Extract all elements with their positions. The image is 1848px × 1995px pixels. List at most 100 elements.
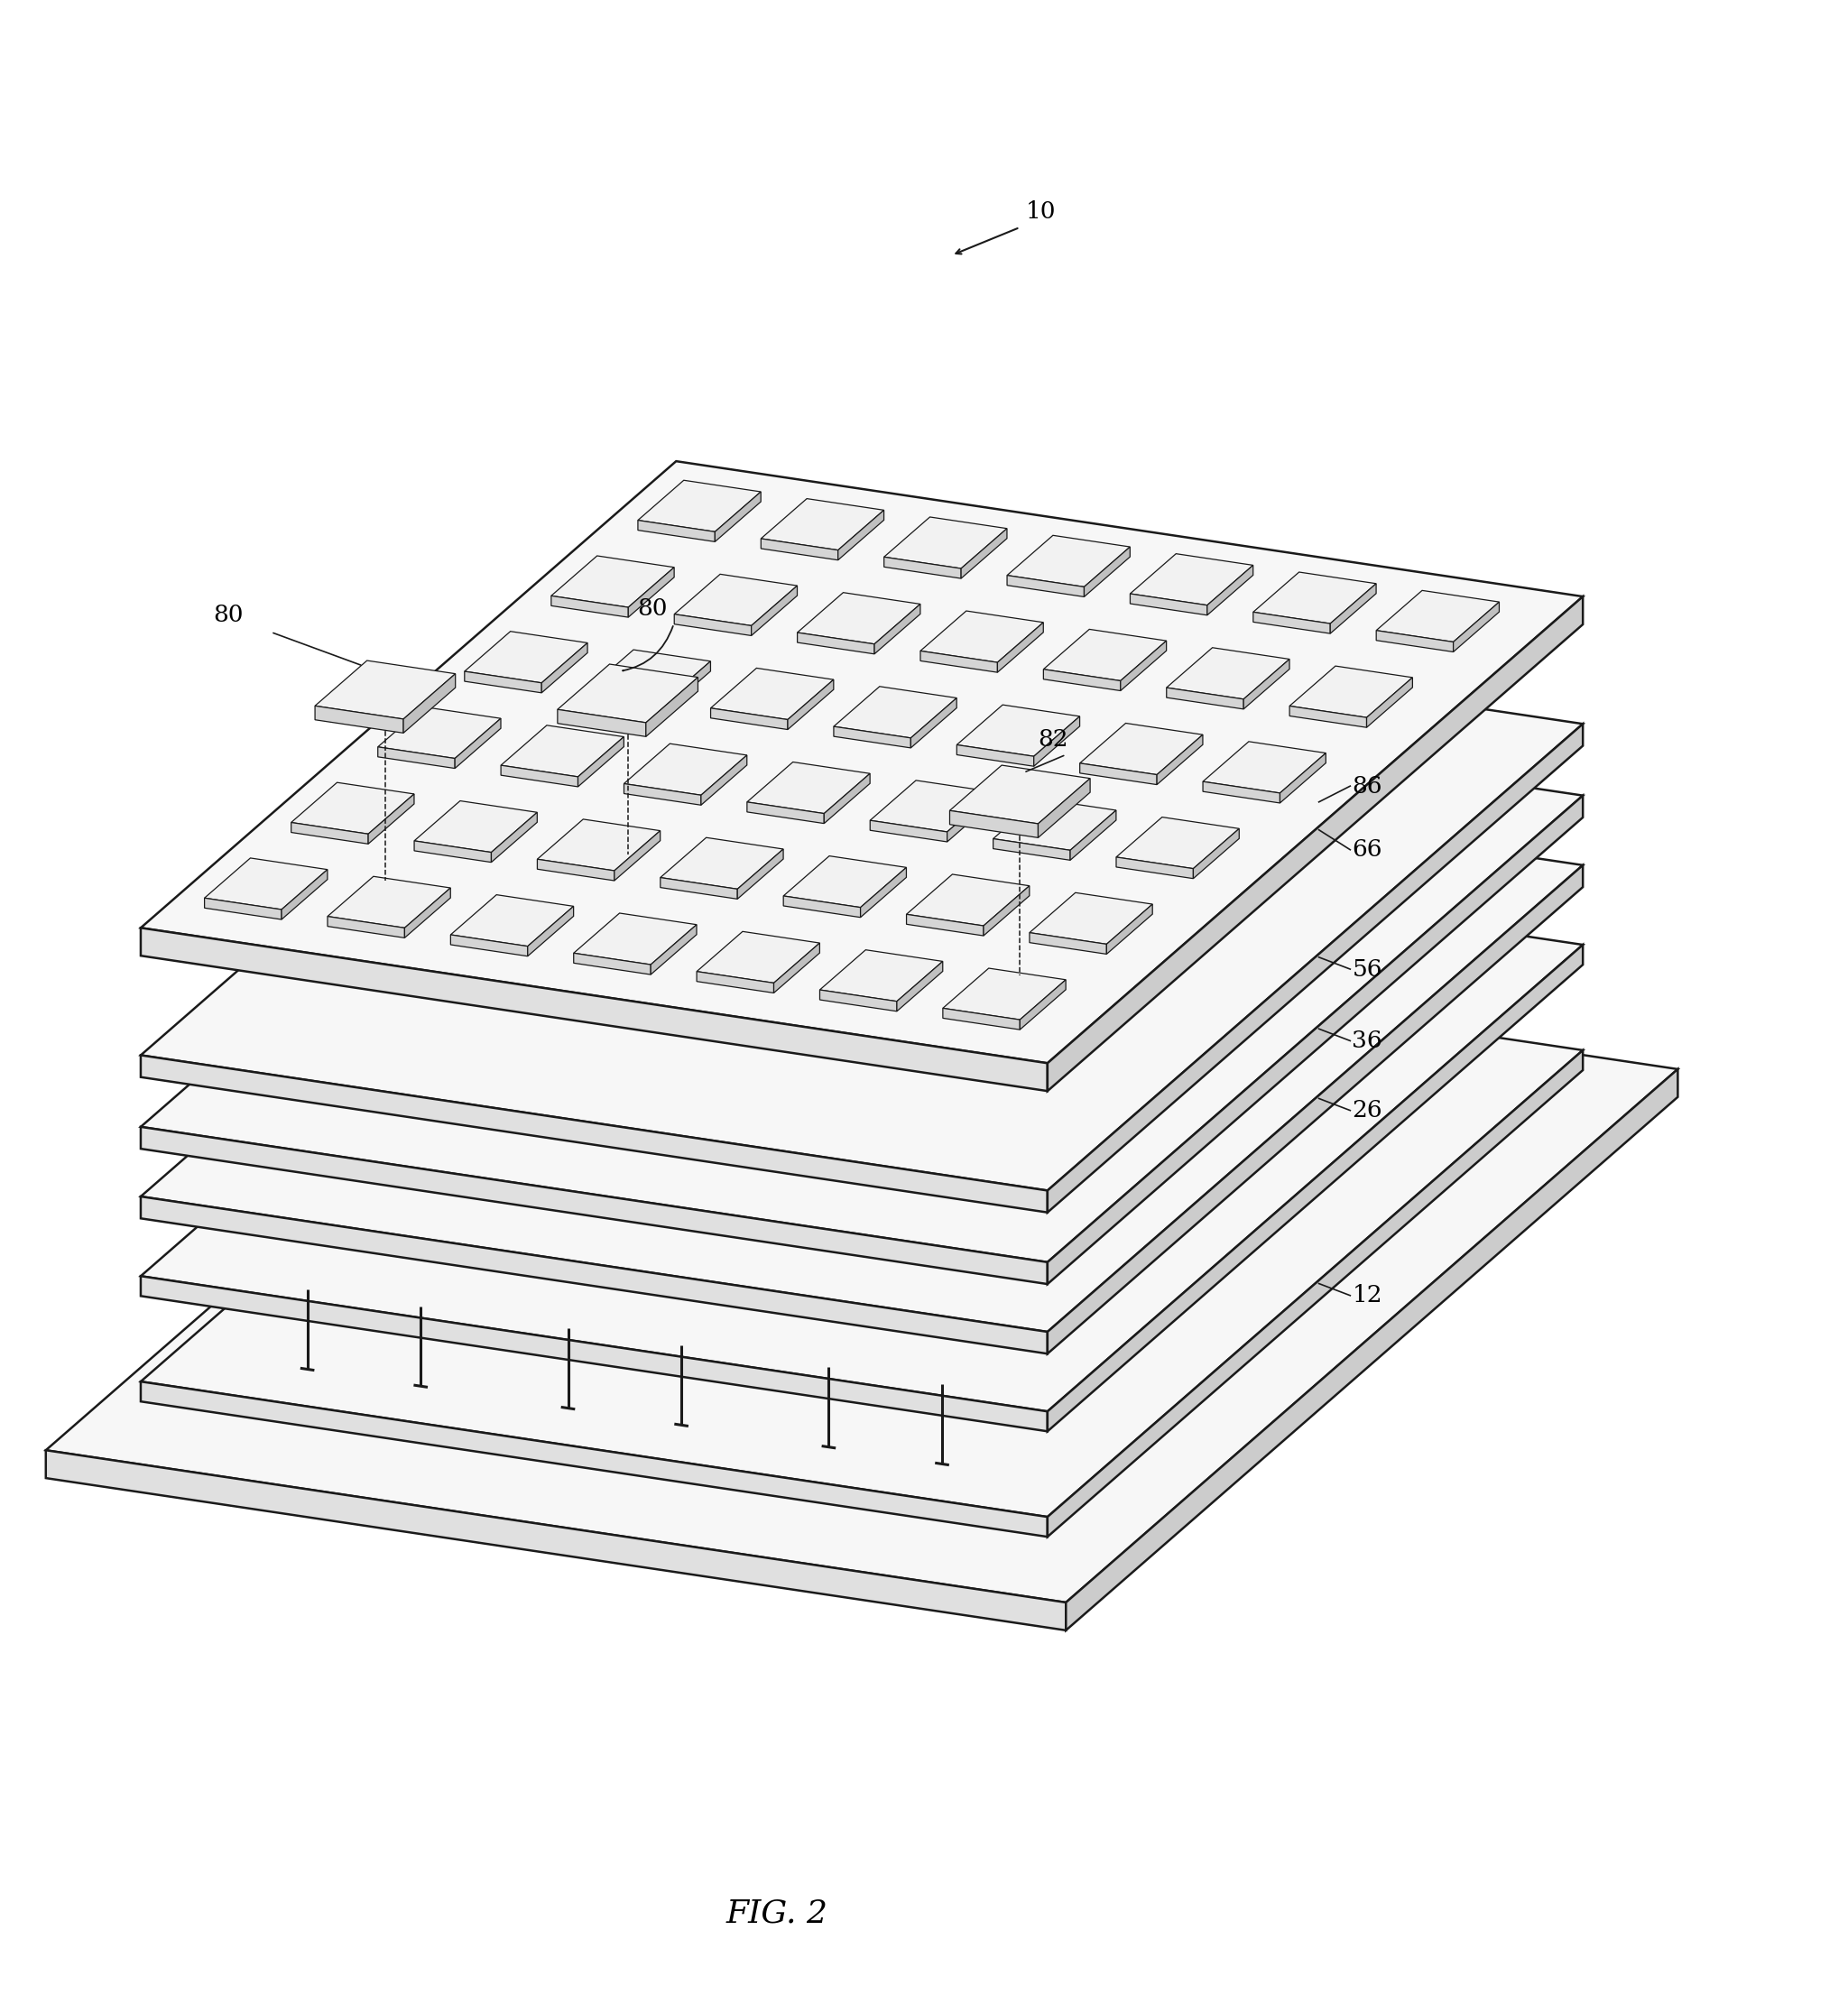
Polygon shape <box>140 589 1584 1191</box>
Polygon shape <box>414 840 492 862</box>
Polygon shape <box>140 928 1048 1091</box>
Polygon shape <box>1044 668 1120 690</box>
Polygon shape <box>1203 742 1325 794</box>
Polygon shape <box>1281 752 1325 804</box>
Polygon shape <box>1007 535 1129 587</box>
Polygon shape <box>896 962 942 1011</box>
Polygon shape <box>700 756 747 806</box>
Polygon shape <box>747 762 870 814</box>
Polygon shape <box>660 838 784 890</box>
Polygon shape <box>957 744 1033 766</box>
Polygon shape <box>874 604 920 654</box>
Polygon shape <box>205 858 327 910</box>
Polygon shape <box>1453 602 1499 652</box>
Polygon shape <box>1203 782 1281 804</box>
Polygon shape <box>650 924 697 976</box>
Polygon shape <box>1290 706 1368 728</box>
Polygon shape <box>961 529 1007 579</box>
Polygon shape <box>837 511 883 561</box>
Polygon shape <box>46 1450 1066 1630</box>
Polygon shape <box>1070 810 1116 860</box>
Polygon shape <box>1066 1069 1678 1630</box>
Polygon shape <box>403 674 455 732</box>
Polygon shape <box>1033 716 1079 766</box>
Polygon shape <box>907 914 983 936</box>
Polygon shape <box>824 774 870 824</box>
Polygon shape <box>1079 722 1203 774</box>
Polygon shape <box>992 838 1070 860</box>
Polygon shape <box>665 660 710 710</box>
Polygon shape <box>1020 980 1066 1029</box>
Polygon shape <box>464 630 588 682</box>
Polygon shape <box>697 972 774 994</box>
Polygon shape <box>140 1055 1048 1213</box>
Polygon shape <box>1244 658 1290 708</box>
Text: 36: 36 <box>1353 1029 1382 1051</box>
Polygon shape <box>715 491 761 543</box>
Text: 66: 66 <box>1353 838 1382 862</box>
Polygon shape <box>1377 591 1499 642</box>
Polygon shape <box>573 954 650 976</box>
Polygon shape <box>492 812 538 862</box>
Polygon shape <box>950 810 1039 838</box>
Polygon shape <box>464 672 541 692</box>
Polygon shape <box>1048 796 1584 1285</box>
Polygon shape <box>140 1127 1048 1285</box>
Text: 26: 26 <box>1353 1099 1382 1121</box>
Polygon shape <box>451 894 573 946</box>
Polygon shape <box>774 944 821 994</box>
Polygon shape <box>140 730 1584 1333</box>
Polygon shape <box>538 820 660 870</box>
Polygon shape <box>501 766 578 786</box>
Polygon shape <box>1290 666 1412 718</box>
Polygon shape <box>711 668 833 720</box>
Polygon shape <box>551 597 628 616</box>
Polygon shape <box>761 539 837 561</box>
Text: 80: 80 <box>638 597 667 620</box>
Polygon shape <box>861 868 906 918</box>
Polygon shape <box>327 876 451 928</box>
Polygon shape <box>907 874 1029 926</box>
FancyArrowPatch shape <box>623 626 673 670</box>
Polygon shape <box>625 744 747 796</box>
Text: FIG. 2: FIG. 2 <box>726 1897 828 1929</box>
Polygon shape <box>1029 892 1153 944</box>
Polygon shape <box>1039 778 1090 838</box>
Polygon shape <box>998 622 1044 672</box>
Polygon shape <box>314 706 403 732</box>
Polygon shape <box>588 690 665 710</box>
Polygon shape <box>377 746 455 768</box>
Polygon shape <box>625 784 700 806</box>
Polygon shape <box>675 614 752 636</box>
Text: 12: 12 <box>1353 1285 1382 1307</box>
Polygon shape <box>1048 866 1584 1355</box>
Polygon shape <box>140 916 1584 1516</box>
Polygon shape <box>501 726 625 776</box>
Polygon shape <box>752 587 796 636</box>
Polygon shape <box>833 686 957 738</box>
Polygon shape <box>747 802 824 824</box>
Polygon shape <box>796 632 874 654</box>
Polygon shape <box>870 780 992 832</box>
Text: 86: 86 <box>1353 774 1382 798</box>
Polygon shape <box>541 642 588 692</box>
Polygon shape <box>1253 573 1377 624</box>
Polygon shape <box>761 499 883 551</box>
Polygon shape <box>1107 904 1153 954</box>
Polygon shape <box>948 792 992 842</box>
Polygon shape <box>314 660 455 718</box>
Text: 56: 56 <box>1353 958 1382 980</box>
Polygon shape <box>784 856 906 908</box>
Polygon shape <box>529 906 573 956</box>
Polygon shape <box>1131 555 1253 604</box>
Polygon shape <box>1085 547 1129 597</box>
Polygon shape <box>942 1007 1020 1029</box>
Polygon shape <box>205 898 281 920</box>
Polygon shape <box>697 932 821 984</box>
Polygon shape <box>628 567 675 616</box>
Polygon shape <box>883 557 961 579</box>
Polygon shape <box>920 650 998 672</box>
Polygon shape <box>538 860 614 880</box>
Polygon shape <box>942 968 1066 1019</box>
Polygon shape <box>1368 678 1412 728</box>
